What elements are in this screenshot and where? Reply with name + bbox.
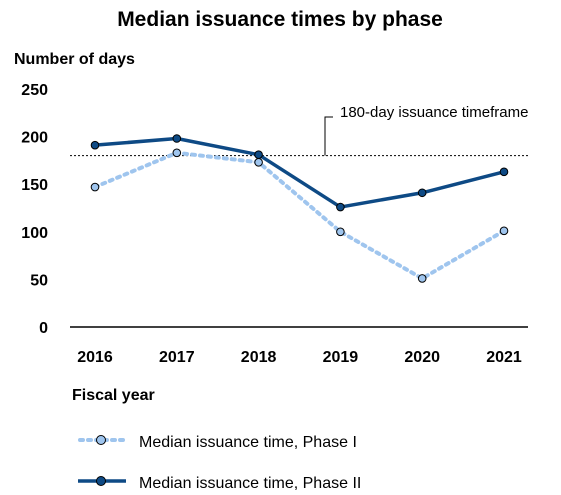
data-point-series-2	[499, 167, 509, 177]
chart-title: Median issuance times by phase	[117, 8, 443, 31]
data-point-series-1	[499, 226, 509, 236]
x-tick-label: 2020	[404, 349, 440, 366]
legend: Median issuance time, Phase I Median iss…	[78, 434, 361, 492]
legend-swatch-marker	[96, 476, 106, 486]
data-point-series-2	[90, 140, 100, 150]
y-tick-label: 100	[21, 225, 48, 242]
data-point-series-1	[336, 227, 345, 237]
series-line-1	[93, 150, 506, 281]
x-tick-label: 2021	[486, 349, 522, 366]
series-line-2	[94, 136, 505, 209]
legend-swatch-marker	[96, 435, 106, 445]
series-lines	[93, 136, 506, 281]
x-tick-labels: 2016 2017 2018 2019 2020 2021	[77, 349, 522, 366]
series-points	[90, 134, 509, 283]
data-point-series-1	[90, 182, 100, 192]
data-point-series-2	[417, 188, 427, 198]
y-tick-label: 50	[30, 272, 48, 289]
reference-line-label: 180-day issuance timeframe	[340, 104, 528, 121]
data-point-series-2	[172, 134, 182, 143]
y-tick-label: 200	[21, 130, 48, 147]
data-point-series-2	[254, 150, 263, 159]
x-tick-label: 2017	[159, 349, 195, 366]
legend-item-phase-2: Median issuance time, Phase II	[78, 475, 361, 492]
x-tick-label: 2018	[241, 349, 277, 366]
data-point-series-1	[254, 158, 263, 167]
legend-label: Median issuance time, Phase I	[139, 434, 357, 451]
y-axis-label: Number of days	[14, 51, 135, 68]
y-tick-label: 250	[21, 82, 48, 99]
reference-line-group: 180-day issuance timeframe	[70, 104, 528, 157]
legend-item-phase-1: Median issuance time, Phase I	[78, 434, 357, 451]
legend-label: Median issuance time, Phase II	[139, 475, 361, 492]
data-point-series-2	[336, 202, 345, 212]
y-tick-label: 0	[39, 320, 48, 337]
x-axis-label: Fiscal year	[72, 387, 155, 404]
data-point-series-1	[417, 274, 427, 283]
data-point-series-1	[172, 148, 182, 158]
y-tick-labels: 0 50 100 150 200 250	[21, 82, 48, 337]
y-tick-label: 150	[21, 177, 48, 194]
x-tick-label: 2016	[77, 349, 113, 366]
x-tick-label: 2019	[323, 349, 359, 366]
reference-line-leader	[324, 116, 333, 156]
